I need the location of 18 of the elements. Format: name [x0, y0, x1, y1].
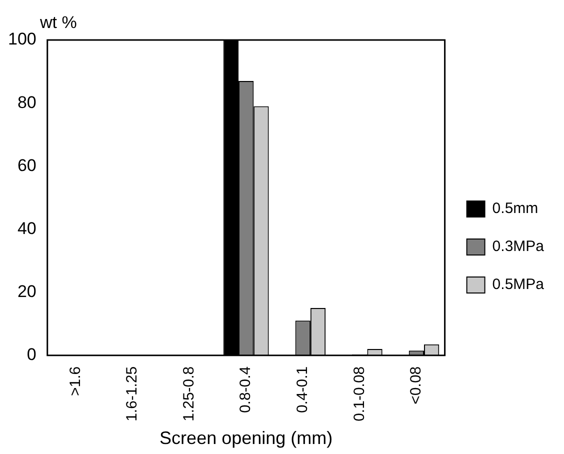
legend-label: 0.5MPa: [492, 276, 545, 294]
x-tick-label: 0.8-0.4: [237, 366, 254, 414]
y-tick-label: 20: [17, 282, 36, 301]
y-tick-label: 40: [17, 218, 36, 238]
legend-label: 0.5mm: [492, 200, 538, 218]
y-axis-title: wt %: [39, 13, 77, 32]
x-tick-label: 1.25-0.8: [180, 366, 198, 422]
y-tick-label: 0: [26, 345, 36, 364]
x-tick-label: 0.1-0.08: [350, 366, 368, 422]
y-tick-label: 60: [17, 156, 36, 175]
x-axis-title: Screen opening (mm): [160, 428, 333, 448]
x-tick-label: 0.4-0.1: [294, 366, 312, 414]
x-tick-label: <0.08: [408, 366, 425, 404]
y-tick-label: 80: [17, 92, 36, 112]
x-tick-label: >1.6: [66, 366, 84, 396]
x-tick-label: 1.6-1.25: [124, 366, 141, 422]
y-tick-label: 100: [8, 30, 36, 49]
legend-label: 0.3MPa: [492, 238, 545, 256]
